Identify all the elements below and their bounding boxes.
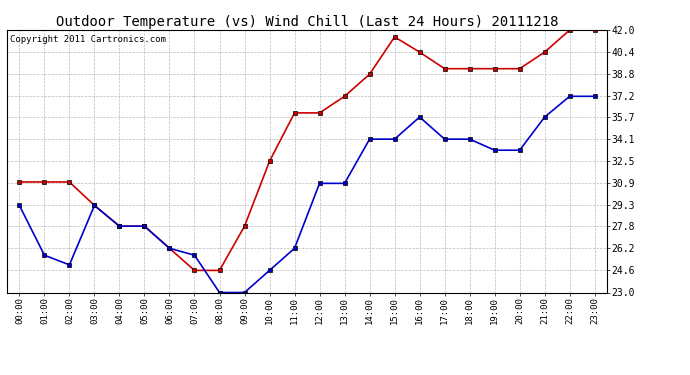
Text: Copyright 2011 Cartronics.com: Copyright 2011 Cartronics.com (10, 35, 166, 44)
Title: Outdoor Temperature (vs) Wind Chill (Last 24 Hours) 20111218: Outdoor Temperature (vs) Wind Chill (Las… (56, 15, 558, 29)
